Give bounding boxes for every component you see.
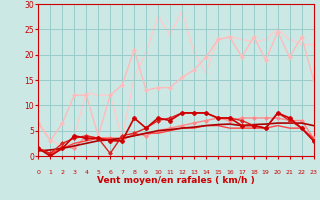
X-axis label: Vent moyen/en rafales ( km/h ): Vent moyen/en rafales ( km/h ) [97,176,255,185]
